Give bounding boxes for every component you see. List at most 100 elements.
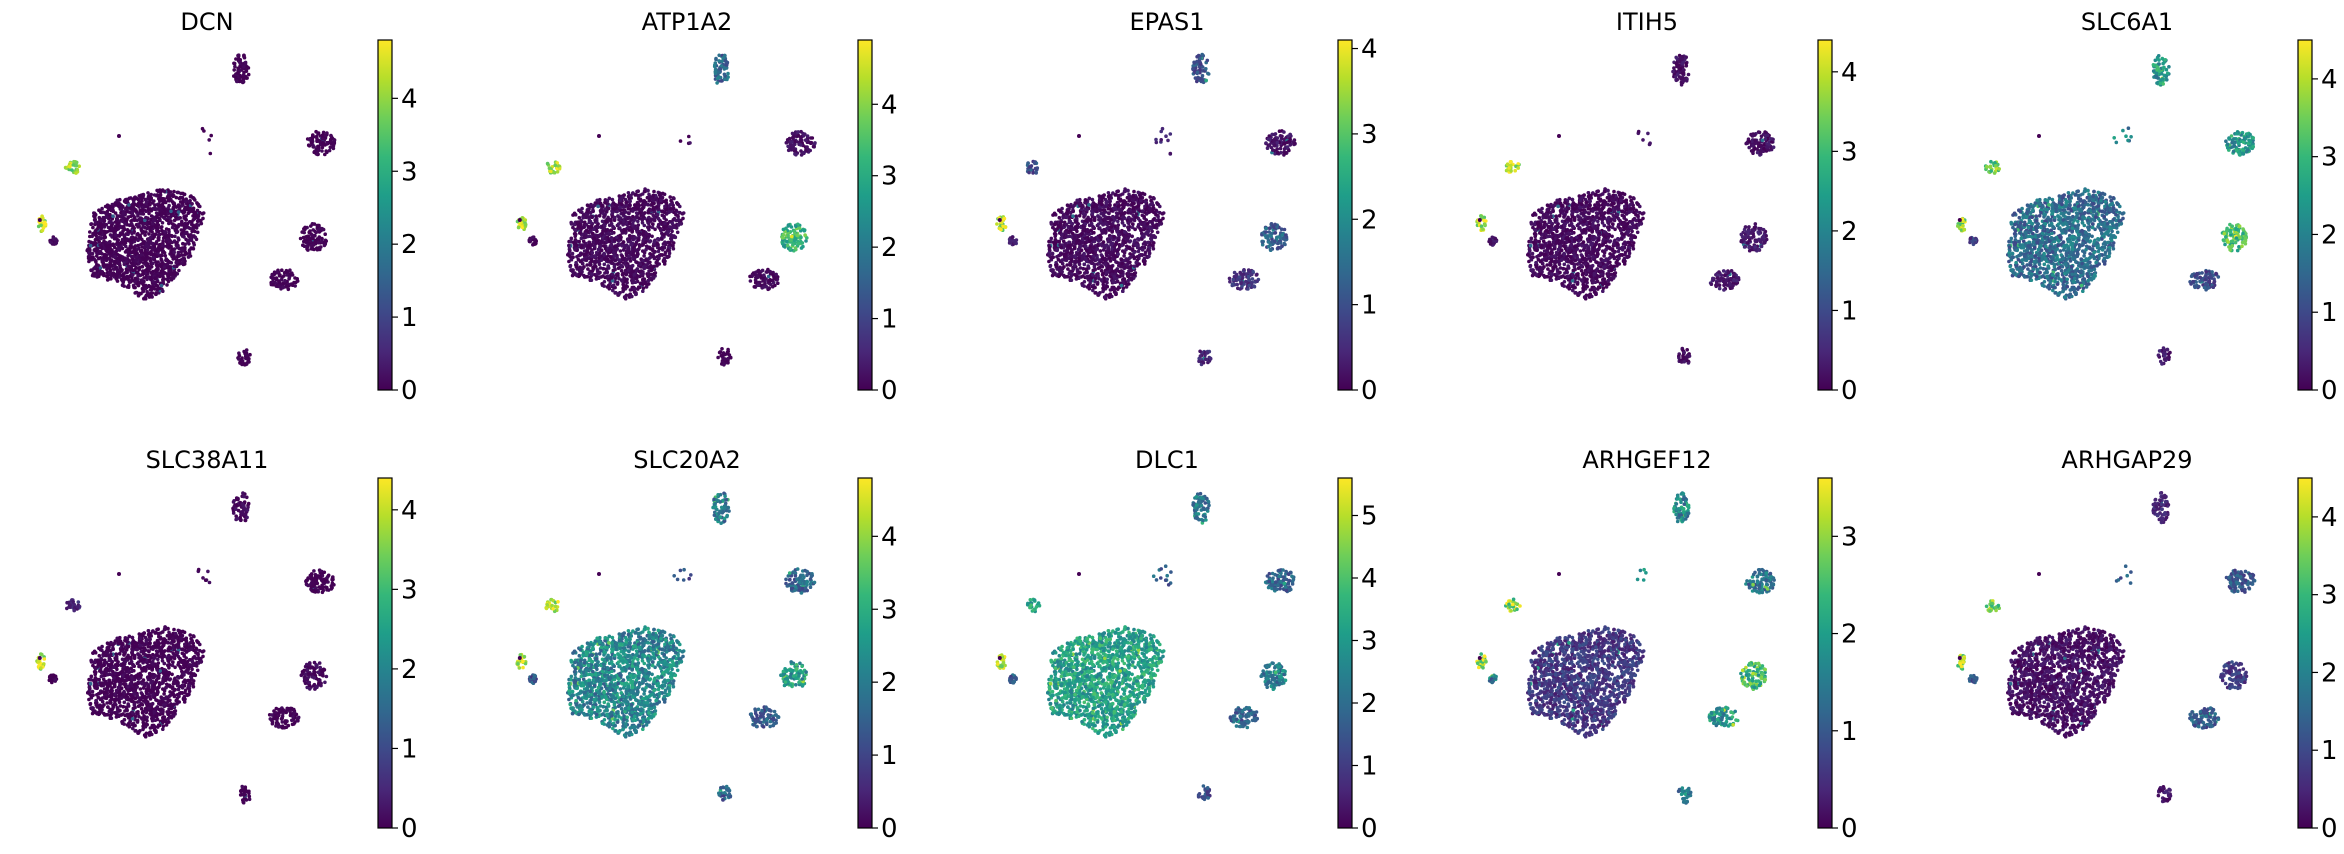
colorbar-gradient	[377, 39, 393, 391]
cell-point	[629, 243, 633, 247]
colorbar-gradient	[857, 39, 873, 391]
cell-point	[638, 262, 643, 267]
cell-point	[621, 240, 626, 244]
cell-point	[648, 247, 653, 251]
cell-point	[145, 290, 149, 294]
cell-point	[622, 295, 627, 299]
cell-point	[123, 275, 127, 280]
cell-point	[271, 277, 275, 281]
cell-point	[714, 57, 718, 62]
cell-point	[620, 195, 624, 200]
cluster-sat3	[200, 126, 213, 156]
cell-point	[191, 246, 196, 251]
cell-point	[679, 222, 683, 226]
cell-point	[147, 295, 152, 299]
cell-point	[172, 256, 177, 261]
cell-point	[662, 210, 667, 214]
cell-point	[602, 257, 607, 261]
cell-point	[125, 228, 130, 232]
cell-point	[154, 291, 158, 295]
cell-point	[199, 218, 203, 223]
cell-point	[113, 245, 117, 250]
cell-point	[187, 251, 192, 256]
cell-point	[179, 228, 184, 232]
cell-point	[571, 213, 575, 217]
cell-point	[161, 205, 166, 210]
cell-point	[628, 237, 632, 241]
cell-point	[599, 275, 604, 279]
cell-point	[640, 192, 645, 196]
cell-point	[208, 151, 213, 156]
cell-point	[597, 214, 602, 218]
cell-point	[190, 202, 194, 206]
cell-point	[95, 267, 99, 271]
cell-point	[130, 257, 134, 262]
cell-point	[98, 266, 103, 270]
cell-point	[309, 247, 314, 251]
cell-point	[129, 261, 134, 265]
cell-point	[608, 254, 613, 259]
cell-point	[635, 189, 639, 194]
cell-point	[585, 209, 589, 214]
cell-point	[619, 235, 623, 240]
cluster-small1	[63, 159, 81, 175]
cell-point	[143, 296, 148, 301]
cell-point	[310, 222, 315, 226]
cell-point	[591, 231, 595, 236]
cell-point	[713, 69, 718, 74]
cell-point	[123, 198, 128, 202]
cell-point	[666, 229, 671, 234]
cell-point	[167, 228, 171, 232]
cell-point	[760, 268, 765, 273]
cluster-sat1	[712, 53, 730, 85]
cell-point	[642, 235, 647, 239]
cell-point	[124, 267, 129, 272]
cell-point	[133, 250, 137, 255]
cell-point	[661, 242, 666, 246]
cell-point	[171, 205, 176, 210]
panel-title: ATP1A2	[642, 8, 733, 36]
cell-point	[531, 235, 535, 240]
cell-point	[642, 254, 646, 258]
cell-point	[634, 192, 638, 197]
cell-point	[167, 199, 172, 203]
cell-point	[241, 73, 246, 77]
cell-point	[667, 251, 672, 256]
cell-point	[125, 217, 129, 222]
cell-point	[280, 268, 284, 273]
cell-point	[612, 254, 617, 258]
cell-point	[165, 237, 170, 242]
cell-point	[580, 244, 584, 248]
cell-point	[652, 264, 656, 269]
cell-point	[127, 203, 131, 207]
cell-point	[173, 234, 177, 239]
cell-point	[598, 197, 602, 202]
cell-point	[531, 242, 536, 247]
cell-point	[641, 243, 645, 247]
cell-point	[578, 208, 583, 213]
cell-point	[332, 138, 337, 142]
cell-point	[629, 275, 633, 279]
cell-point	[637, 231, 642, 235]
cell-point	[726, 71, 730, 76]
cell-point	[617, 276, 621, 281]
cell-point	[283, 278, 287, 283]
cell-point	[637, 243, 642, 247]
cell-point	[123, 241, 128, 245]
cell-point	[271, 282, 276, 287]
cell-point	[142, 208, 147, 212]
cell-point	[37, 218, 42, 222]
cell-point	[167, 221, 171, 226]
cell-point	[109, 223, 114, 228]
cluster-sat5	[748, 267, 780, 292]
cell-point	[610, 204, 614, 208]
cell-point	[648, 252, 652, 256]
cell-point	[192, 234, 196, 238]
cell-point	[629, 218, 634, 222]
cell-point	[636, 223, 641, 227]
cell-point	[124, 210, 129, 214]
cell-point	[154, 268, 158, 273]
